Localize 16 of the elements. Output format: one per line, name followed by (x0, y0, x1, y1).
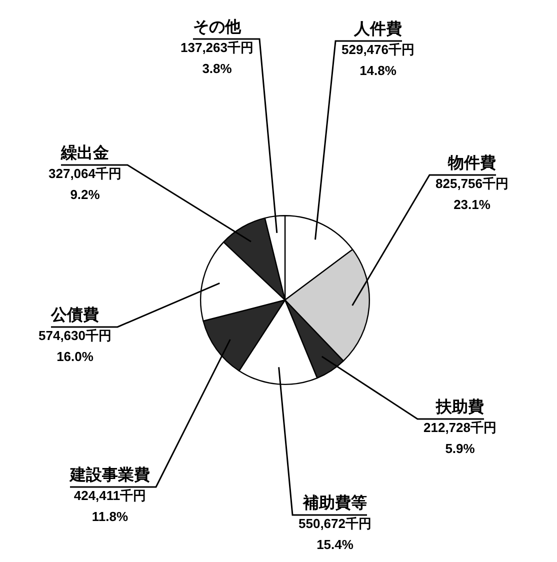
data-label: 529,476千円 14.8% (342, 42, 414, 78)
data-label: 574,630千円 16.0% (38, 328, 112, 364)
data-label: 327,064千円 9.2% (48, 166, 122, 202)
slice-label: 人件費 (353, 19, 402, 38)
data-label: 550,672千円 15.4% (298, 516, 372, 552)
data-label: 424,411千円 11.8% (74, 488, 146, 524)
slice-label: 補助費等 (302, 493, 367, 512)
slice-label: 公債費 (50, 305, 99, 324)
slice-label: 建設事業費 (68, 465, 150, 484)
slice-label: 物件費 (447, 153, 496, 172)
slice-label: 繰出金 (60, 143, 109, 162)
data-label: 212,728千円 5.9% (424, 420, 496, 456)
slice-label: その他 (193, 17, 242, 36)
data-label: 137,263千円 3.8% (180, 40, 254, 76)
slice-label: 扶助費 (435, 397, 484, 416)
data-label: 825,756千円 23.1% (436, 176, 508, 212)
